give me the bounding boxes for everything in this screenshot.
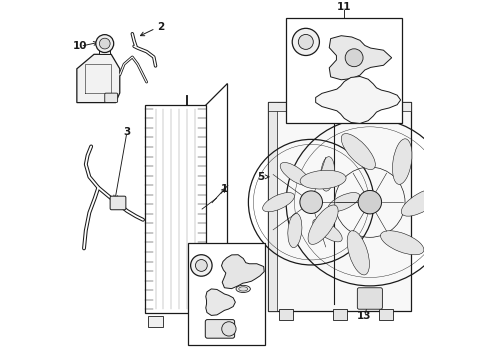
Bar xyxy=(379,309,393,320)
Circle shape xyxy=(300,191,322,213)
Circle shape xyxy=(222,322,236,336)
Bar xyxy=(268,102,277,311)
Ellipse shape xyxy=(280,162,310,185)
Ellipse shape xyxy=(341,134,375,170)
Ellipse shape xyxy=(328,193,360,212)
Bar xyxy=(286,18,402,123)
Text: 1: 1 xyxy=(221,184,228,194)
Ellipse shape xyxy=(288,213,302,248)
Bar xyxy=(268,102,412,111)
FancyBboxPatch shape xyxy=(357,288,382,309)
Bar xyxy=(145,105,206,313)
Circle shape xyxy=(99,38,110,49)
Text: 12: 12 xyxy=(288,97,302,107)
FancyBboxPatch shape xyxy=(105,93,118,103)
Bar xyxy=(99,47,110,54)
Polygon shape xyxy=(206,289,235,315)
Polygon shape xyxy=(329,36,392,80)
Text: 5: 5 xyxy=(257,172,265,182)
Circle shape xyxy=(292,28,319,55)
Bar xyxy=(148,316,163,327)
Ellipse shape xyxy=(236,285,250,292)
Ellipse shape xyxy=(381,231,424,255)
Circle shape xyxy=(96,35,114,53)
Circle shape xyxy=(298,35,313,49)
Polygon shape xyxy=(77,54,120,103)
FancyBboxPatch shape xyxy=(205,320,235,338)
Ellipse shape xyxy=(239,287,247,291)
Text: 10: 10 xyxy=(73,41,88,51)
Text: 13: 13 xyxy=(357,311,372,321)
Ellipse shape xyxy=(392,139,412,184)
Polygon shape xyxy=(316,76,401,123)
Ellipse shape xyxy=(308,205,338,244)
Text: 2: 2 xyxy=(157,22,165,32)
Circle shape xyxy=(345,49,363,67)
Bar xyxy=(279,309,294,320)
Polygon shape xyxy=(221,255,264,289)
Text: 11: 11 xyxy=(337,2,351,12)
Text: 3: 3 xyxy=(123,127,130,137)
Ellipse shape xyxy=(263,193,294,212)
Text: 7: 7 xyxy=(196,284,204,294)
Ellipse shape xyxy=(300,170,346,189)
Ellipse shape xyxy=(320,157,335,191)
Text: 6: 6 xyxy=(229,283,236,293)
FancyBboxPatch shape xyxy=(110,196,126,210)
Ellipse shape xyxy=(347,231,369,275)
Circle shape xyxy=(191,255,212,276)
Bar xyxy=(268,102,412,311)
Text: 8: 8 xyxy=(200,319,207,329)
Text: 9: 9 xyxy=(80,95,87,105)
Ellipse shape xyxy=(313,219,342,242)
Circle shape xyxy=(358,190,382,214)
Bar xyxy=(188,243,265,345)
Circle shape xyxy=(196,260,207,271)
Bar xyxy=(333,309,347,320)
Text: 4: 4 xyxy=(205,278,213,287)
Ellipse shape xyxy=(401,188,442,216)
